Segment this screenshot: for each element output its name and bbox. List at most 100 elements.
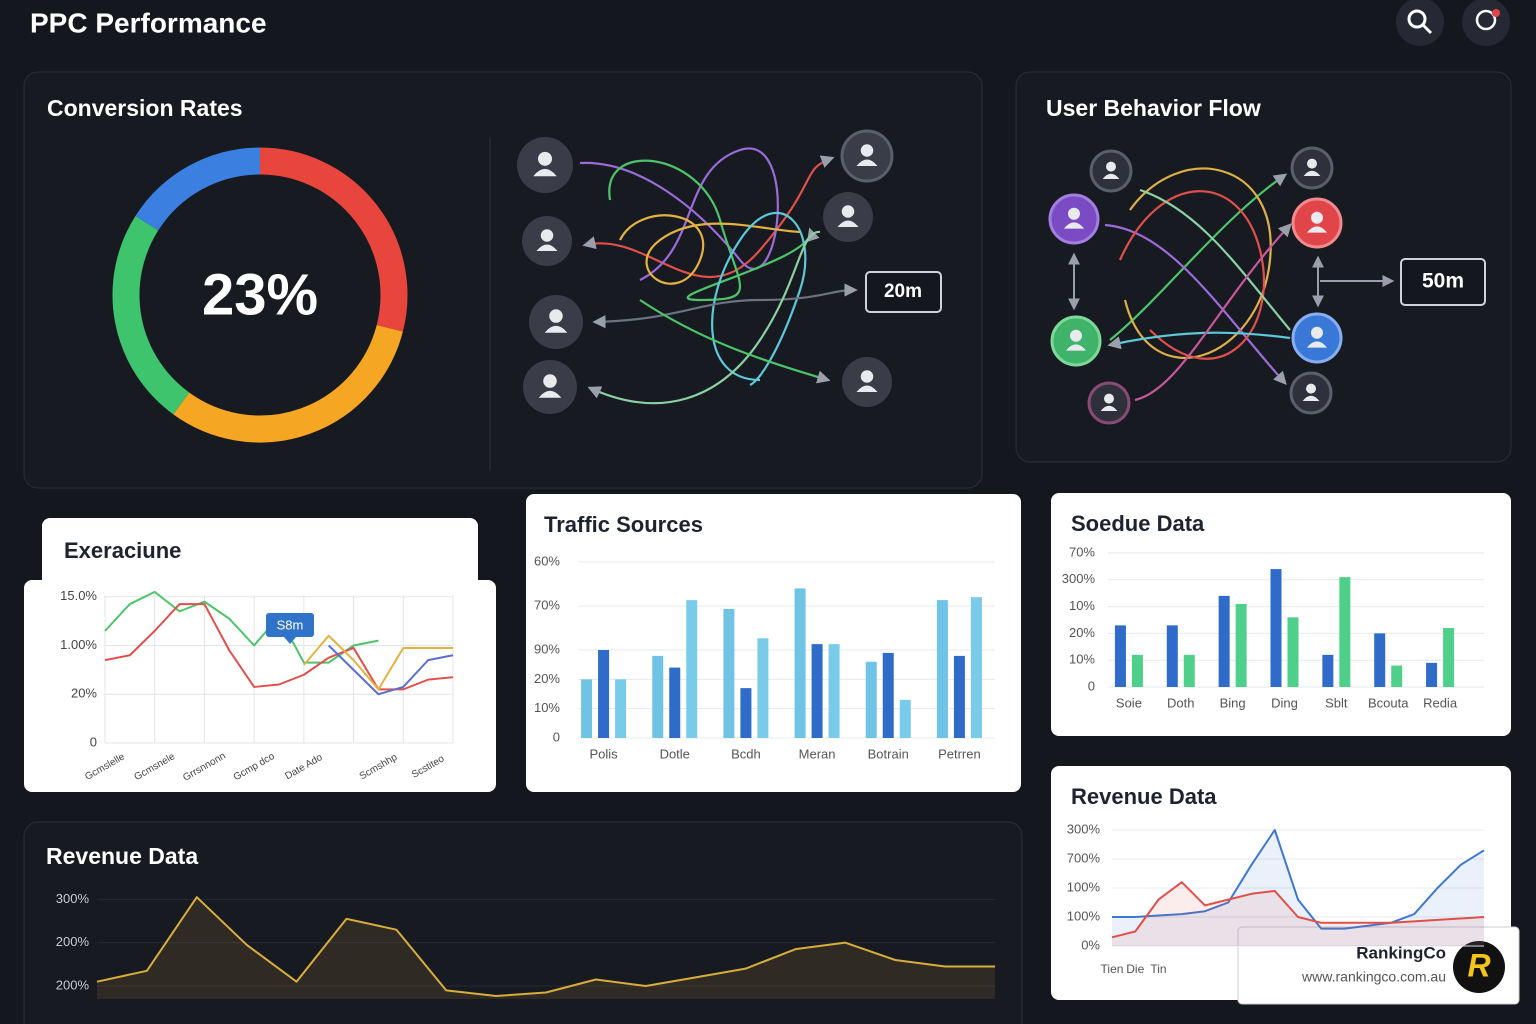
x-tick-label: Ding — [1271, 695, 1298, 710]
y-tick-label: 10% — [1069, 598, 1095, 613]
flow-curve — [587, 230, 821, 405]
bar — [615, 679, 627, 738]
user-icon — [549, 309, 563, 323]
bar — [1218, 595, 1230, 687]
donut-segment — [112, 215, 190, 415]
user-icon — [841, 205, 855, 218]
line — [1112, 829, 1485, 930]
flow-curve — [592, 283, 858, 329]
y-tick-label: 20% — [71, 686, 97, 701]
donut-segment — [259, 147, 408, 332]
bar — [1391, 665, 1403, 687]
bar — [1322, 654, 1334, 687]
user-icon — [1100, 405, 1118, 411]
notification-button[interactable] — [1462, 0, 1510, 46]
flow-label-box — [865, 271, 942, 313]
bar — [899, 699, 911, 738]
flow-curve — [1139, 188, 1291, 331]
user-icon — [1063, 222, 1085, 229]
user-icon — [536, 244, 558, 251]
x-tick-label: Meran — [799, 746, 836, 761]
bar — [828, 644, 840, 738]
bar — [794, 588, 806, 738]
user-icon — [1065, 344, 1087, 351]
bar — [1131, 654, 1143, 687]
flow-label: 50m — [1422, 270, 1464, 293]
x-tick-label: Botrain — [868, 746, 909, 761]
bar — [882, 652, 894, 738]
bar — [865, 661, 877, 738]
panel-title: Revenue Data — [46, 843, 198, 869]
brand-url: www.rankingco.com.au — [1301, 969, 1446, 985]
bar — [581, 679, 593, 738]
flow-curves — [579, 147, 1395, 405]
user-icon — [1306, 341, 1328, 348]
y-tick-label: 15.0% — [60, 588, 97, 603]
y-tick-label: 20% — [1069, 625, 1095, 640]
y-tick-label: 300% — [1067, 821, 1101, 836]
x-tick-label: Dotle — [660, 746, 690, 761]
bar — [723, 608, 735, 738]
line — [1111, 881, 1485, 939]
donut-center-label: 23% — [202, 262, 318, 327]
bar — [1374, 633, 1386, 687]
x-tick-label: Soie — [1116, 695, 1142, 710]
flow-curve — [619, 214, 801, 285]
x-tick-label: Polis — [589, 746, 618, 761]
search-button[interactable] — [1396, 0, 1444, 46]
notification-bg[interactable] — [1462, 0, 1510, 46]
x-tick-label: Sblt — [1325, 695, 1348, 710]
user-icon — [1106, 161, 1116, 172]
flow-label: 20m — [884, 281, 922, 302]
y-tick-label: 100% — [1067, 908, 1101, 923]
bar — [1166, 625, 1178, 687]
y-tick-label: 90% — [534, 641, 560, 656]
bar — [1339, 577, 1351, 687]
user-icon — [1302, 395, 1320, 401]
y-tick-label: 200% — [56, 934, 90, 949]
user-icon — [544, 325, 568, 333]
user-icon — [860, 370, 874, 383]
y-tick-label: 20% — [534, 671, 560, 686]
search-icon — [1407, 9, 1427, 29]
x-tick-label: Tin — [1150, 962, 1166, 976]
flow-curve — [1134, 223, 1292, 402]
y-tick-label: 70% — [1069, 544, 1095, 559]
y-tick-label: 700% — [1067, 850, 1101, 865]
area — [1112, 882, 1484, 946]
user-icon — [1102, 173, 1120, 179]
user-icon — [1303, 170, 1321, 176]
search-icon — [1421, 23, 1433, 35]
conversion-panel — [23, 71, 983, 489]
flow-curve — [1107, 331, 1291, 350]
bar — [1287, 617, 1299, 687]
x-tick-label: Tien — [1101, 962, 1124, 976]
bar — [970, 597, 982, 738]
bar — [1426, 662, 1438, 687]
y-tick-label: 0 — [90, 734, 97, 749]
user-icon — [1311, 211, 1323, 224]
bar — [598, 650, 610, 738]
tooltip-label: S8m — [277, 617, 304, 632]
notification-badge — [1492, 9, 1500, 17]
y-tick-label: 70% — [534, 597, 560, 612]
bar — [1114, 625, 1126, 687]
tooltip-box — [266, 613, 314, 637]
x-tick-label: Die — [1126, 962, 1144, 976]
bar — [1270, 569, 1282, 687]
user-icon — [538, 151, 552, 166]
search-bg[interactable] — [1396, 0, 1444, 46]
y-tick-label: 1.00% — [60, 637, 97, 652]
y-tick-label: 0 — [1088, 678, 1095, 693]
user-icon — [1104, 393, 1114, 404]
donut-segment — [135, 147, 261, 231]
bar — [953, 655, 965, 738]
x-tick-label: Bcdh — [731, 746, 761, 761]
bar — [740, 688, 752, 738]
flow-curve — [582, 155, 835, 279]
bar — [936, 600, 948, 738]
area — [1112, 830, 1484, 946]
y-tick-label: 300% — [56, 891, 90, 906]
donut-segment — [173, 324, 403, 443]
